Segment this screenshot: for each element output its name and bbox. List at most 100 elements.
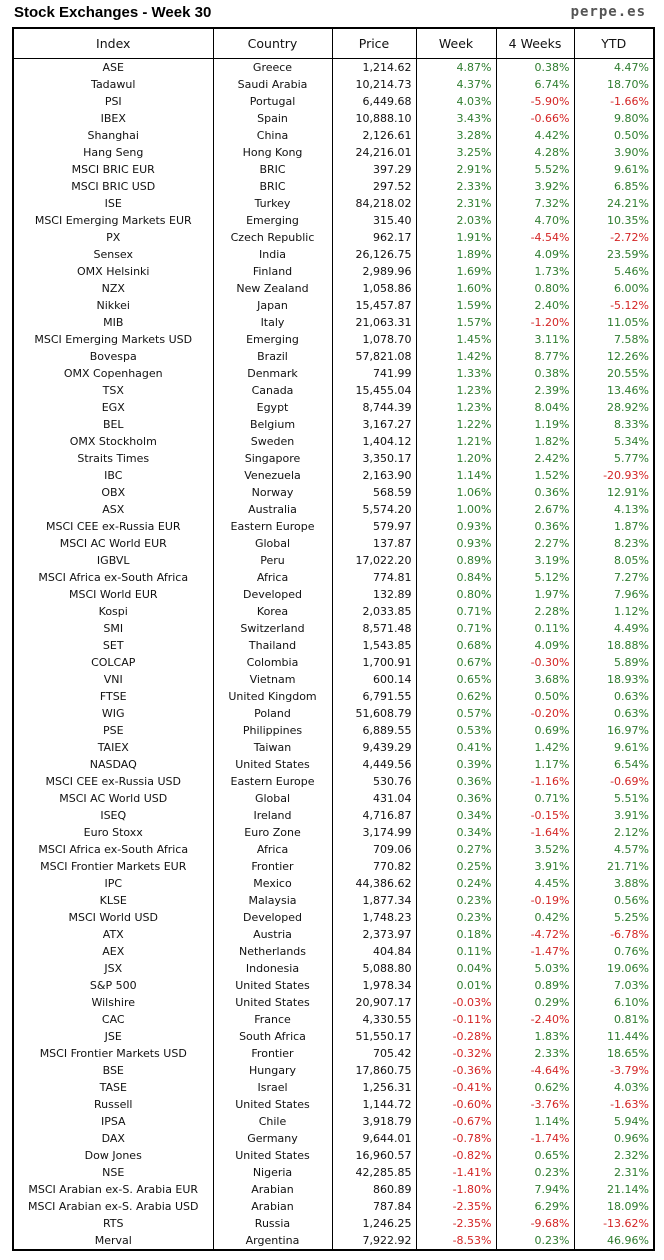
week-change-cell: -0.11% [416,1011,497,1028]
country-cell: Eastern Europe [213,773,333,790]
ytd-change-cell: 12.91% [607,486,649,499]
column-header-price: Price [332,28,417,59]
index-cell: VNI [13,671,214,688]
index-cell: MSCI AC World EUR [13,535,214,552]
four-week-change-cell: 3.91% [496,858,575,875]
country-cell: Korea [213,603,333,620]
index-cell: IBC [13,467,214,484]
table-row: MSCI World USD Developed 1,748.23 0.23% 0.42… [13,909,654,926]
table-row: Euro Stoxx Euro Zone 3,174.99 0.34% -1.64% 2.… [13,824,654,841]
four-week-change-cell: 2.42% [496,450,575,467]
week-change-cell: 0.11% [416,943,497,960]
week-change-cell: 1.57% [416,314,497,331]
country-cell: United States [213,1096,333,1113]
index-cell: OMX Helsinki [13,263,214,280]
week-change-cell: -2.35% [416,1215,497,1232]
week-change-cell: 0.18% [416,926,497,943]
ytd-change-cell: 5.34% [614,435,649,448]
four-week-change-cell: 1.14% [496,1113,575,1130]
week-change-cell: 0.25% [416,858,497,875]
ytd-change-cell: 6.85% [614,180,649,193]
ytd-change-cell: -6.78% [610,928,649,941]
four-week-change-cell: 0.36% [496,518,575,535]
week-change-cell: 1.33% [416,365,497,382]
country-cell: India [213,246,333,263]
country-cell: Israel [213,1079,333,1096]
index-cell: EGX [13,399,214,416]
table-row: IBEX Spain 10,888.10 3.43% -0.66% 9.80% [13,110,654,127]
table-row: ASE Greece 1,214.62 4.87% 0.38% 4.47% [13,58,654,76]
index-cell: IBEX [13,110,214,127]
four-week-change-cell: -0.30% [496,654,575,671]
country-cell: Belgium [213,416,333,433]
price-cell: 3,167.27 [332,416,417,433]
ytd-change-cell: 18.65% [607,1047,649,1060]
country-cell: Eastern Europe [213,518,333,535]
week-change-cell: 1.23% [416,382,497,399]
country-cell: Mexico [213,875,333,892]
price-cell: 1,214.62 [332,58,417,76]
country-cell: Hong Kong [213,144,333,161]
index-cell: MSCI CEE ex-Russia USD [13,773,214,790]
country-cell: Denmark [213,365,333,382]
ytd-change-cell: 4.49% [614,622,649,635]
week-change-cell: 0.34% [416,824,497,841]
ytd-change-cell: 3.90% [614,146,649,159]
table-row: FTSE United Kingdom 6,791.55 0.62% 0.50% 0.63… [13,688,654,705]
country-cell: Indonesia [213,960,333,977]
country-cell: Sweden [213,433,333,450]
country-cell: Peru [213,552,333,569]
price-cell: 51,550.17 [332,1028,417,1045]
four-week-change-cell: 0.65% [496,1147,575,1164]
price-cell: 1,748.23 [332,909,417,926]
table-row: MIB Italy 21,063.31 1.57% -1.20% 11.05% [13,314,654,331]
table-row: Russell United States 1,144.72 -0.60% -3.76%… [13,1096,654,1113]
country-cell: Colombia [213,654,333,671]
price-cell: 5,574.20 [332,501,417,518]
ytd-change-cell: -1.63% [610,1098,649,1111]
ytd-change-cell: 6.00% [614,282,649,295]
ytd-change-cell: 16.97% [607,724,649,737]
index-cell: BSE [13,1062,214,1079]
week-change-cell: 0.53% [416,722,497,739]
ytd-change-cell: 0.76% [614,945,649,958]
price-cell: 17,860.75 [332,1062,417,1079]
table-body: ASE Greece 1,214.62 4.87% 0.38% 4.47% Tadawul S… [13,58,654,1250]
country-cell: Developed [213,586,333,603]
week-change-cell: 0.23% [416,892,497,909]
ytd-change-cell: 2.31% [614,1166,649,1179]
ytd-change-cell: 24.21% [607,197,649,210]
price-cell: 4,330.55 [332,1011,417,1028]
header-row: Index Country Price Week 4 Weeks YTD [13,28,654,59]
country-cell: United States [213,994,333,1011]
index-cell: ATX [13,926,214,943]
price-cell: 787.84 [332,1198,417,1215]
week-change-cell: 1.45% [416,331,497,348]
table-row: JSE South Africa 51,550.17 -0.28% 1.83% 11.44… [13,1028,654,1045]
price-cell: 579.97 [332,518,417,535]
four-week-change-cell: 1.97% [496,586,575,603]
country-cell: Germany [213,1130,333,1147]
four-week-change-cell: 0.36% [496,484,575,501]
ytd-change-cell: 5.25% [614,911,649,924]
ytd-change-cell: 11.05% [607,316,649,329]
index-cell: DAX [13,1130,214,1147]
four-week-change-cell: 4.28% [496,144,575,161]
four-week-change-cell: -4.72% [496,926,575,943]
index-cell: NASDAQ [13,756,214,773]
country-cell: Turkey [213,195,333,212]
price-cell: 1,700.91 [332,654,417,671]
index-cell: Sensex [13,246,214,263]
week-change-cell: 4.03% [416,93,497,110]
country-cell: Netherlands [213,943,333,960]
country-cell: Singapore [213,450,333,467]
price-cell: 132.89 [332,586,417,603]
table-row: Tadawul Saudi Arabia 10,214.73 4.37% 6.74% 18… [13,76,654,93]
country-cell: Australia [213,501,333,518]
ytd-change-cell: 1.87% [614,520,649,533]
price-cell: 4,449.56 [332,756,417,773]
week-change-cell: 0.93% [416,535,497,552]
table-row: Shanghai China 2,126.61 3.28% 4.42% 0.50% [13,127,654,144]
price-cell: 1,246.25 [332,1215,417,1232]
four-week-change-cell: 3.52% [496,841,575,858]
